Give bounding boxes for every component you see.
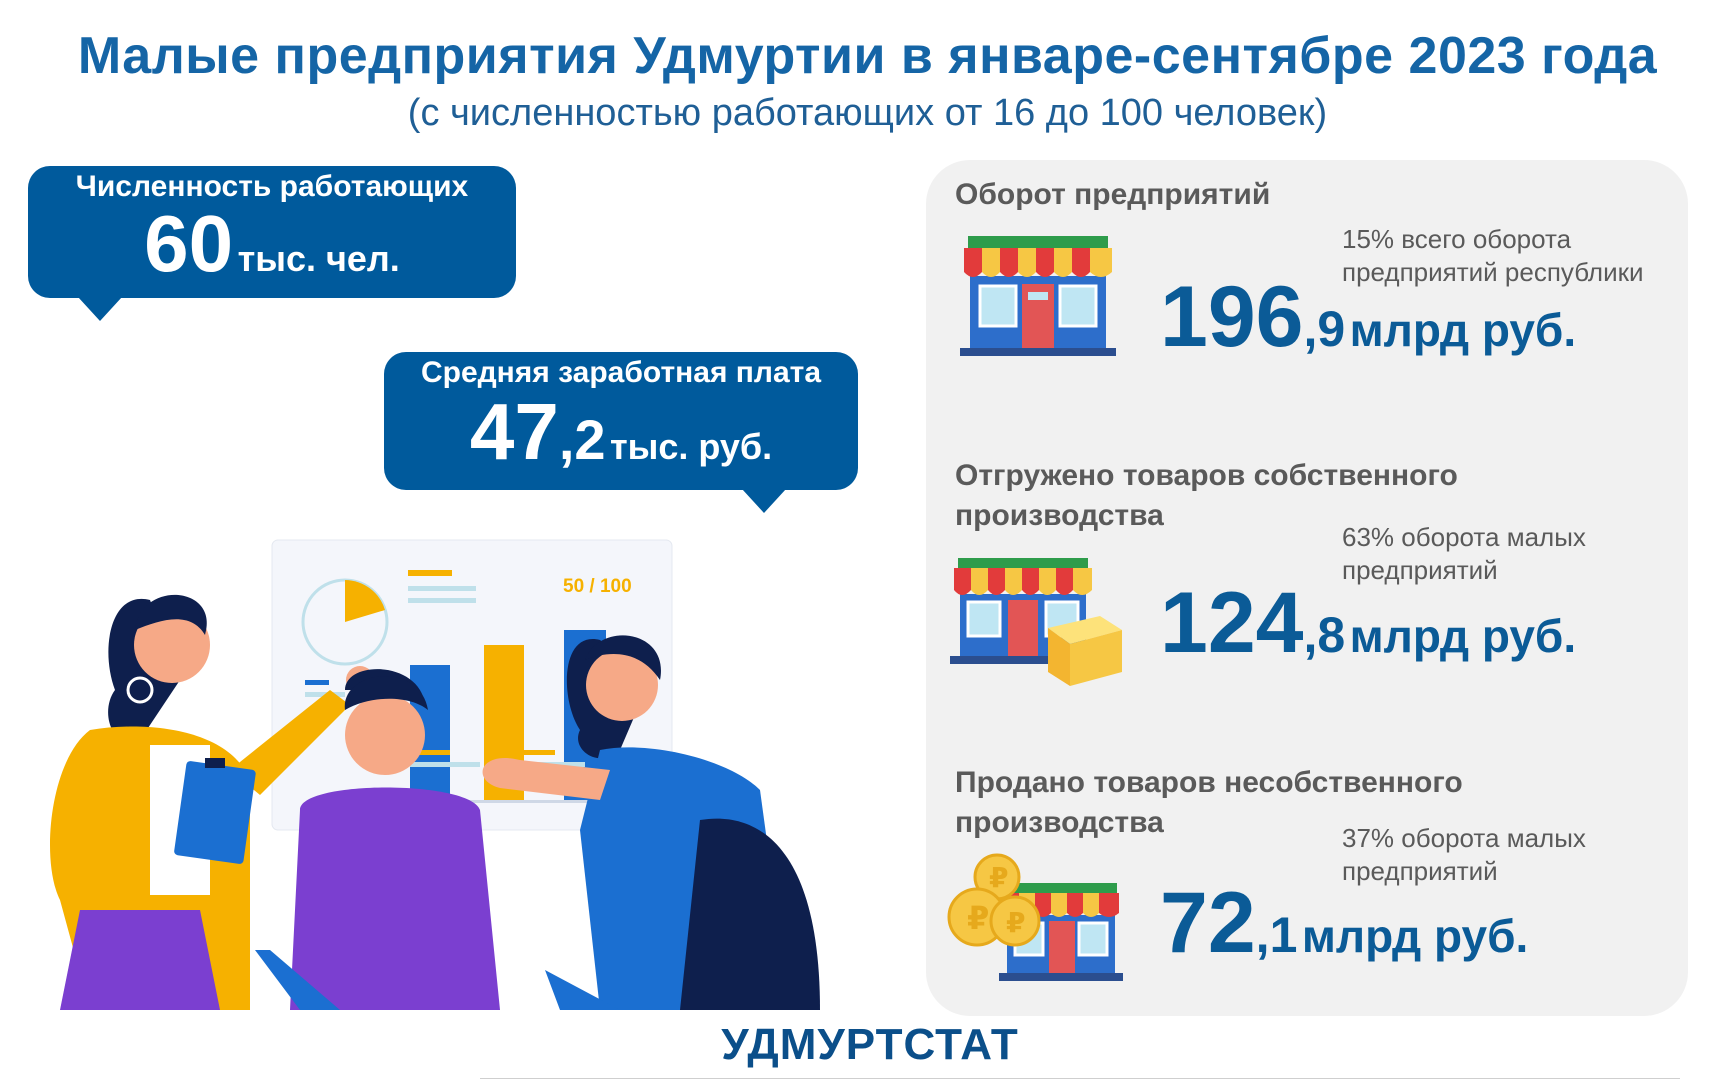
turnover-unit: млрд руб. [1349,304,1577,356]
shipped-note-1: 63% оборота малых [1342,522,1586,552]
salary-value-int: 47 [469,387,559,476]
turnover-value: 196,9 млрд руб. [1160,268,1576,367]
sold-value-int: 72 [1160,875,1256,971]
sold-heading-2: производства [955,806,1164,839]
turnover-value-dec: ,9 [1303,301,1346,357]
employees-value: 60 тыс. чел. [28,198,516,290]
employees-unit: тыс. чел. [237,238,400,279]
turnover-value-int: 196 [1160,269,1304,365]
sold-note-2: предприятий [1342,856,1498,886]
turnover-heading: Оборот предприятий [955,178,1271,211]
salary-label: Средняя заработная плата [420,356,822,389]
salary-bubble-tail [742,489,786,513]
sold-unit: млрд руб. [1301,910,1529,962]
shipped-note-2: предприятий [1342,555,1498,585]
shop-with-coins-icon: ₽ ₽ ₽ [947,853,1123,981]
page-subtitle: (с численностью работающих от 16 до 100 … [407,92,1328,134]
salary-value-dec: ,2 [558,408,606,471]
shop-icon [960,236,1116,356]
salary-unit: тыс. руб. [609,426,773,467]
shipped-value-int: 124 [1160,575,1304,671]
svg-text:₽: ₽ [1006,906,1025,939]
shipped-unit: млрд руб. [1349,610,1577,662]
footer-brand: УДМУРТСТАТ [721,1020,1019,1069]
turnover-note-1: 15% всего оборота [1342,224,1572,254]
sold-heading-1: Продано товаров несобственного [955,766,1463,799]
shipped-value: 124,8 млрд руб. [1160,574,1576,673]
turnover-note-2: предприятий республики [1342,257,1644,287]
footer-divider [480,1078,1680,1079]
employees-bubble-tail [78,297,122,321]
employees-bubble: Численность работающих 60 тыс. чел. [28,166,516,298]
office-team-illustration: 50 / 100 [50,539,820,1010]
page-title: Малые предприятия Удмуртии в январе-сент… [77,27,1658,85]
sold-value: 72,1 млрд руб. [1160,874,1528,973]
svg-text:₽: ₽ [967,899,989,937]
sold-value-dec: ,1 [1255,907,1298,963]
employees-value-int: 60 [144,199,234,288]
salary-bubble: Средняя заработная плата 47,2 тыс. руб. [384,352,858,490]
board-label: 50 / 100 [563,576,632,597]
shop-with-box-icon [950,558,1122,686]
shipped-value-dec: ,8 [1303,607,1346,663]
salary-value: 47,2 тыс. руб. [384,386,858,478]
svg-text:₽: ₽ [989,861,1008,894]
shipped-heading-1: Отгружено товаров собственного [955,459,1458,492]
sold-note-1: 37% оборота малых [1342,823,1586,853]
shipped-heading-2: производства [955,499,1164,532]
employees-label: Численность работающих [75,170,469,203]
